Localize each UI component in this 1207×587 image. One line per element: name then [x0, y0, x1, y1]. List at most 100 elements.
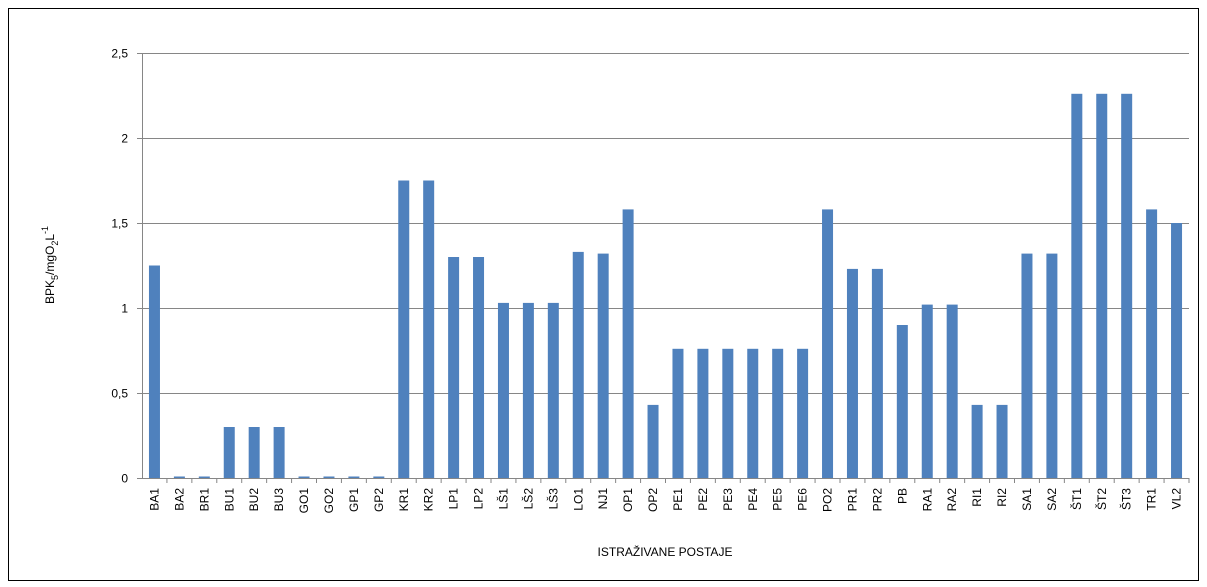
x-tick-label: RA1 [920, 488, 934, 512]
bar [1171, 223, 1183, 478]
bar [323, 476, 335, 478]
bar [822, 209, 834, 478]
x-tick-label: SA2 [1045, 488, 1059, 511]
x-tick-label: GO2 [322, 488, 336, 514]
bar [622, 209, 634, 478]
bar [547, 302, 559, 478]
x-tick-label: NJ1 [596, 488, 610, 510]
x-tick-label: LO1 [571, 488, 585, 511]
x-tick-label: PB [895, 488, 909, 504]
x-tick-label: BA2 [172, 488, 186, 511]
bar [722, 348, 734, 478]
bar [198, 476, 210, 478]
x-tick-label: PR2 [870, 488, 884, 512]
x-tick-label: OP1 [621, 488, 635, 512]
bar [971, 404, 983, 478]
x-tick-label: TR1 [1145, 488, 1159, 511]
y-tick-label: 0,5 [111, 387, 128, 401]
bar [423, 180, 435, 478]
bar [497, 302, 509, 478]
x-tick-label: KR1 [397, 488, 411, 512]
bar [223, 427, 235, 478]
x-tick-label: PE3 [721, 488, 735, 511]
x-tick-label: BU2 [247, 488, 261, 512]
x-tick-label: LP1 [447, 488, 461, 510]
x-tick-label: LP2 [472, 488, 486, 510]
x-tick-label: VL2 [1170, 488, 1184, 510]
bar [1146, 209, 1158, 478]
bar [597, 253, 609, 478]
y-label-part: -1 [40, 226, 50, 234]
bar [1021, 253, 1033, 478]
bar [946, 304, 958, 478]
x-axis-label: ISTRAŽIVANE POSTAJE [598, 544, 733, 559]
x-tick-label: RI2 [995, 488, 1009, 507]
bar [173, 476, 185, 478]
y-label-part: 5 [50, 275, 60, 280]
bar [772, 348, 784, 478]
chart-border [8, 8, 1199, 581]
x-tick-label: KR2 [422, 488, 436, 512]
bar [398, 180, 410, 478]
bar [148, 265, 160, 478]
bar [348, 476, 360, 478]
y-label-part: BPK [43, 280, 57, 304]
bar [522, 302, 534, 478]
bar [647, 404, 659, 478]
bar [871, 268, 883, 478]
bar [747, 348, 759, 478]
y-label-part: /mgO [43, 246, 57, 275]
y-label-part: 2 [50, 241, 60, 246]
bar [298, 476, 310, 478]
x-tick-label: LŠ1 [495, 488, 510, 510]
x-tick-label: LŠ3 [545, 488, 560, 510]
bar [373, 476, 385, 478]
y-tick-label: 2 [121, 132, 128, 146]
x-tick-label: PE5 [771, 488, 785, 511]
x-tick-label: PE2 [696, 488, 710, 511]
x-tick-label: GO1 [297, 488, 311, 514]
bar [672, 348, 684, 478]
x-tick-label: PE6 [796, 488, 810, 511]
bar [1096, 93, 1108, 479]
x-tick-label: PE4 [746, 488, 760, 511]
y-tick-label: 0 [121, 472, 128, 486]
x-tick-label: PR1 [845, 488, 859, 512]
bar [1121, 93, 1133, 479]
bar [248, 427, 260, 478]
x-tick-label: PE1 [671, 488, 685, 511]
bar [473, 257, 485, 478]
x-tick-label: BR1 [197, 488, 211, 512]
x-tick-label: LŠ2 [520, 488, 535, 510]
x-tick-label: SA1 [1020, 488, 1034, 511]
bar [448, 257, 460, 478]
x-tick-label: GP2 [372, 488, 386, 512]
bar [896, 325, 908, 478]
bar [846, 268, 858, 478]
x-tick-label: RA2 [945, 488, 959, 512]
x-tick-label: OP2 [646, 488, 660, 512]
bar [797, 348, 809, 478]
bar [697, 348, 709, 478]
bar [572, 251, 584, 478]
x-tick-label: ŠT1 [1069, 488, 1084, 510]
x-tick-label: ŠT3 [1119, 488, 1134, 510]
bar [921, 304, 933, 478]
y-axis-label: BPK5/mgO2L-1 [40, 226, 60, 304]
bar [273, 427, 285, 478]
x-tick-label: BA1 [147, 488, 161, 511]
x-tick-label: RI1 [970, 488, 984, 507]
bar [1046, 253, 1058, 478]
x-tick-label: BU1 [222, 488, 236, 512]
bar [1071, 93, 1083, 479]
x-tick-label: GP1 [347, 488, 361, 512]
x-tick-label: PO2 [821, 488, 835, 512]
bar [996, 404, 1008, 478]
x-tick-label: ŠT2 [1094, 488, 1109, 510]
y-tick-label: 1 [121, 302, 128, 316]
y-tick-label: 1,5 [111, 217, 128, 231]
y-label-part: L [43, 234, 57, 241]
y-tick-label: 2,5 [111, 47, 128, 61]
x-tick-label: BU3 [272, 488, 286, 512]
